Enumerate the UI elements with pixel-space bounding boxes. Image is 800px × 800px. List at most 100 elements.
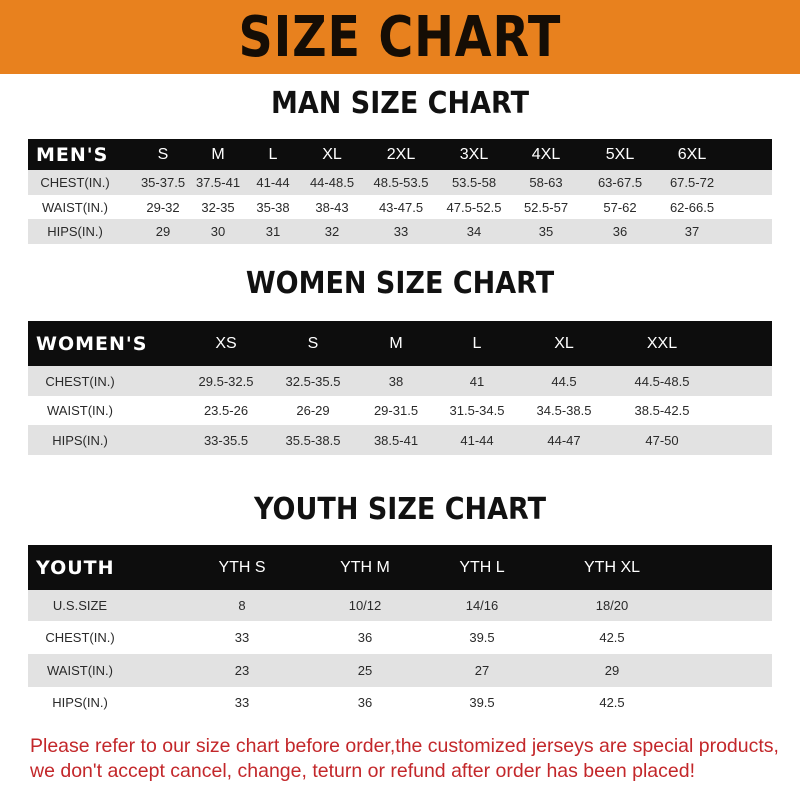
row-label: U.S.SIZE — [52, 598, 108, 613]
table-cell: 29 — [604, 663, 620, 678]
table-cell: 34.5-38.5 — [536, 403, 592, 418]
table-cell: 38.5-41 — [373, 432, 419, 448]
row-label: HIPS(IN.) — [47, 224, 103, 239]
size-header: S — [307, 334, 319, 352]
men-size-table: MEN'S S M L XL 2XL 3XL 4XL 5XL 6XL CHEST(IN.) 35-37… — [28, 139, 772, 244]
table-cell: 37 — [684, 224, 700, 239]
table-cell: 43-47.5 — [378, 199, 424, 215]
table-cell: 53.5-58 — [451, 175, 497, 190]
row-label: WAIST(IN.) — [47, 663, 113, 678]
table-cell: 31 — [265, 224, 281, 239]
table-cell: 62-66.5 — [669, 199, 715, 215]
table-cell: 33 — [234, 695, 250, 710]
table-row: CHEST(IN.) 35-37.5 37.5-41 41-44 44-48.5 48.5… — [28, 170, 772, 195]
size-header: YTH XL — [583, 558, 641, 576]
banner: SIZE CHART — [0, 0, 800, 74]
table-cell: 32 — [324, 224, 340, 239]
table-header-row: YOUTH YTH S YTH M YTH L YTH XL — [28, 545, 772, 590]
size-header: XL — [554, 334, 574, 352]
table-cell: 44.5-48.5 — [634, 373, 690, 389]
table-cell: 38.5-42.5 — [634, 403, 690, 418]
size-header: S — [157, 145, 169, 163]
size-header: 6XL — [677, 145, 707, 163]
size-header: YTH L — [459, 558, 505, 576]
table-cell: 32-35 — [201, 199, 235, 215]
table-cell: 41-44 — [460, 432, 494, 448]
table-cell: 41-44 — [256, 175, 290, 190]
table-cell: 31.5-34.5 — [449, 403, 505, 418]
table-row: WAIST(IN.) 29-32 32-35 35-38 38-43 43-47.5 47.… — [28, 195, 772, 219]
table-row: WAIST(IN.) 23 25 27 29 — [28, 654, 772, 687]
table-cell: 38-43 — [315, 199, 349, 215]
table-cell: 8 — [238, 598, 246, 613]
order-notice: Please refer to our size chart before or… — [30, 735, 779, 782]
table-row: CHEST(IN.) 33 36 39.5 42.5 — [28, 621, 772, 654]
table-cell: 35 — [538, 224, 554, 239]
table-cell: 35-38 — [256, 199, 290, 215]
table-cell: 47.5-52.5 — [446, 199, 502, 215]
size-header: 2XL — [386, 145, 416, 163]
table-cell: 32.5-35.5 — [285, 373, 341, 389]
size-header: YTH M — [340, 558, 390, 576]
table-cell: 23.5-26 — [203, 403, 249, 418]
row-label: CHEST(IN.) — [45, 373, 115, 389]
table-cell: 35-37.5 — [140, 175, 186, 190]
size-header: XL — [322, 145, 342, 163]
table-row: U.S.SIZE 8 10/12 14/16 18/20 — [28, 590, 772, 621]
table-cell: 67.5-72 — [669, 175, 715, 190]
table-cell: 29-32 — [146, 199, 180, 215]
table-title-cell: YOUTH — [36, 556, 115, 579]
size-header: 3XL — [459, 145, 489, 163]
table-cell: 47-50 — [645, 432, 679, 448]
table-cell: 29.5-32.5 — [198, 373, 254, 389]
women-title: WOMEN SIZE CHART — [245, 266, 555, 301]
table-row: HIPS(IN.) 33-35.5 35.5-38.5 38.5-41 41-44 44-… — [28, 425, 772, 455]
table-cell: 36 — [357, 695, 373, 710]
women-size-table: WOMEN'S XS S M L XL XXL CHEST(IN.) 29.5-32.5 32.5… — [28, 321, 772, 455]
table-cell: 26-29 — [296, 403, 330, 418]
size-header: 5XL — [605, 145, 635, 163]
table-cell: 33 — [393, 224, 409, 239]
row-label: HIPS(IN.) — [52, 432, 108, 448]
table-cell: 42.5 — [599, 695, 625, 710]
table-cell: 42.5 — [599, 630, 625, 645]
size-header: M — [389, 334, 403, 352]
table-cell: 14/16 — [465, 598, 499, 613]
table-cell: 10/12 — [348, 598, 382, 613]
table-cell: 39.5 — [469, 630, 495, 645]
table-cell: 36 — [357, 630, 373, 645]
row-label: WAIST(IN.) — [42, 199, 108, 215]
table-cell: 39.5 — [469, 695, 495, 710]
table-cell: 23 — [234, 663, 250, 678]
men-title: MAN SIZE CHART — [271, 86, 529, 121]
table-cell: 52.5-57 — [523, 199, 569, 215]
table-cell: 18/20 — [595, 598, 629, 613]
size-header: M — [211, 145, 225, 163]
table-title-cell: MEN'S — [36, 143, 109, 166]
table-row: HIPS(IN.) 33 36 39.5 42.5 — [28, 687, 772, 718]
table-header-row: WOMEN'S XS S M L XL XXL — [28, 321, 772, 366]
table-cell: 29-31.5 — [373, 403, 419, 418]
table-cell: 30 — [210, 224, 226, 239]
table-cell: 37.5-41 — [195, 175, 241, 190]
table-title-cell: WOMEN'S — [36, 332, 148, 355]
table-cell: 44.5 — [551, 373, 577, 389]
table-cell: 58-63 — [529, 175, 563, 190]
table-cell: 33 — [234, 630, 250, 645]
size-header: YTH S — [218, 558, 266, 576]
table-cell: 63-67.5 — [597, 175, 643, 190]
table-cell: 27 — [474, 663, 490, 678]
table-cell: 35.5-38.5 — [285, 432, 341, 448]
table-row: HIPS(IN.) 29 30 31 32 33 34 35 36 37 — [28, 219, 772, 244]
table-cell: 48.5-53.5 — [373, 175, 429, 190]
table-cell: 33-35.5 — [203, 432, 249, 448]
size-header: XS — [215, 334, 237, 352]
table-cell: 44-48.5 — [309, 175, 355, 190]
row-label: HIPS(IN.) — [52, 695, 108, 710]
table-row: CHEST(IN.) 29.5-32.5 32.5-35.5 38 41 44.5 44.5… — [28, 366, 772, 396]
table-cell: 36 — [612, 224, 628, 239]
row-label: WAIST(IN.) — [47, 403, 113, 418]
size-header: L — [472, 334, 482, 352]
size-header: 4XL — [531, 145, 561, 163]
youth-size-table: YOUTH YTH S YTH M YTH L YTH XL U.S.SIZE 8 10/12… — [28, 545, 772, 718]
